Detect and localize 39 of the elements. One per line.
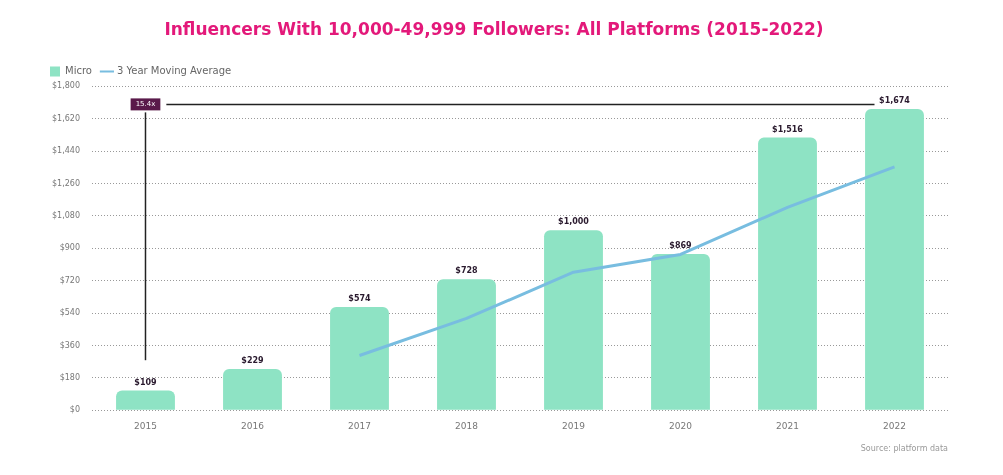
data-label: $869 — [669, 240, 693, 250]
data-label: $229 — [241, 356, 265, 366]
chart-title: Influencers With 10,000-49,999 Followers: All Platforms (2015-2022) — [164, 18, 824, 39]
y-tick-label: $0 — [69, 405, 80, 415]
x-tick-label: 2018 — [455, 420, 479, 431]
data-label: $1,000 — [558, 217, 590, 227]
data-label: $574 — [348, 294, 372, 304]
bar — [330, 306, 389, 410]
x-tick-label: 2022 — [883, 420, 906, 431]
y-tick-label: $180 — [59, 372, 80, 382]
y-tick-label: $1,800 — [51, 81, 80, 91]
data-label: $1,674 — [879, 96, 911, 106]
x-tick-label: 2016 — [241, 420, 265, 431]
source-note: Source: platform data — [860, 444, 949, 454]
y-tick-label: $1,260 — [51, 178, 80, 188]
bar — [116, 390, 175, 410]
y-tick-label: $1,080 — [51, 211, 80, 220]
bar — [758, 137, 817, 410]
y-tick-label: $540 — [59, 308, 80, 318]
y-tick-label: $1,440 — [51, 146, 80, 156]
bar — [544, 230, 603, 410]
y-tick-label: $1,620 — [51, 113, 80, 123]
x-tick-label: 2020 — [669, 420, 693, 431]
legend-label: 3 Year Moving Average — [116, 64, 232, 76]
y-tick-label: $360 — [59, 340, 80, 350]
data-label: $1,516 — [772, 124, 804, 134]
x-tick-label: 2021 — [776, 420, 799, 431]
bar — [437, 279, 496, 410]
bar — [651, 253, 710, 410]
y-tick-label: $900 — [59, 243, 80, 253]
x-tick-label: 2015 — [134, 420, 157, 431]
data-label: $109 — [134, 377, 158, 387]
x-tick-label: 2019 — [562, 420, 586, 431]
bar — [865, 109, 924, 410]
x-tick-label: 2017 — [348, 420, 371, 431]
bar — [223, 369, 282, 410]
y-tick-label: $720 — [59, 275, 80, 285]
legend-label: Micro — [65, 64, 92, 76]
data-label: $728 — [455, 266, 479, 276]
